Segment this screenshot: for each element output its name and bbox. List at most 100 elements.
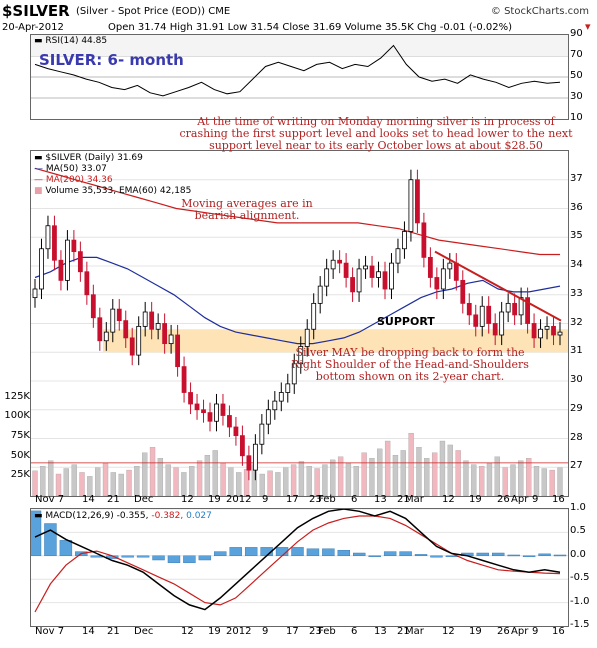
rsi-legend: ▬ RSI(14) 44.85 — [34, 36, 108, 46]
x-tick-label: Mar — [405, 626, 424, 637]
volume-bar — [126, 469, 132, 496]
note-head-shoulders: Silver MAY be dropping back to form the … — [291, 346, 529, 383]
x-tick-label: Dec — [134, 626, 154, 637]
macd-legend-v2: -0.382, — [151, 511, 184, 521]
price-tick-label: 36 — [570, 201, 583, 213]
candle-body — [440, 268, 446, 290]
rsi-tick-label: 50 — [570, 70, 583, 81]
macd-histogram-bar — [306, 548, 320, 556]
candle-body — [214, 403, 219, 422]
candle-body — [58, 259, 64, 281]
macd-histogram-bar — [322, 548, 335, 556]
legend-ma50: — MA(50) 33.07 — [34, 164, 107, 174]
macd-histogram-bar — [414, 554, 428, 556]
candle-body — [71, 239, 77, 253]
candle-body — [278, 392, 284, 402]
candle-body — [65, 239, 70, 281]
macd-histogram-bar — [476, 552, 489, 557]
macd-legend-label: MACD(12,26,9) — [45, 511, 114, 521]
volume-bar — [181, 472, 187, 496]
volume-bar — [322, 464, 328, 496]
candle-body — [356, 268, 362, 293]
x-tick-label: 9 — [532, 494, 539, 505]
volume-bar — [243, 469, 250, 496]
candle-body — [52, 225, 57, 261]
macd-signal-line — [34, 515, 561, 613]
macd-histogram-bar — [31, 510, 42, 557]
rsi-panel: ▬ RSI(14) 44.85 SILVER: 6- month — [30, 34, 569, 120]
x-tick-label: 16 — [552, 626, 565, 637]
x-tick-label: 2012 — [226, 626, 252, 637]
support-label: SUPPORT — [377, 315, 435, 328]
volume-bar — [48, 460, 54, 496]
macd-legend-v3: 0.027 — [186, 511, 212, 521]
chart-symbol: $SILVER — [2, 2, 70, 20]
x-tick-label: 14 — [82, 626, 95, 637]
chg-marker: ▾ — [585, 20, 591, 33]
x-tick-label: 13 — [374, 626, 387, 637]
volume-bar — [283, 467, 289, 496]
x-tick-label: 12 — [442, 494, 455, 505]
candle-body — [142, 311, 148, 327]
macd-legend: ▬ MACD(12,26,9) -0.355, -0.382, 0.027 — [34, 511, 212, 521]
macd-tick-label: -1.5 — [570, 619, 590, 630]
x-tick-label: 21 — [107, 626, 120, 637]
volume-bar — [204, 454, 211, 496]
volume-bar — [510, 464, 516, 496]
candle-body — [45, 225, 51, 250]
volume-bar — [471, 464, 477, 496]
macd-histogram-bar — [399, 551, 412, 557]
x-tick-label: 9 — [262, 494, 269, 505]
candle-body — [77, 251, 83, 273]
volume-bar — [259, 473, 265, 496]
price-tick-label: 29 — [570, 402, 583, 414]
volume-bar — [102, 462, 109, 496]
candle-body — [201, 409, 206, 414]
volume-bar — [149, 447, 156, 496]
candle-body — [149, 311, 155, 330]
volume-bar — [400, 450, 406, 496]
macd-line — [34, 509, 561, 611]
volume-bar — [518, 460, 524, 496]
volume-bar — [173, 467, 179, 496]
candle-body — [557, 331, 563, 336]
volume-tick-label: 50K — [10, 449, 30, 461]
volume-bar — [431, 452, 438, 496]
x-tick-label: 19 — [208, 626, 221, 637]
x-tick-label: 23 — [309, 494, 322, 505]
macd-histogram-bar — [538, 553, 551, 557]
candle-body — [227, 415, 232, 428]
x-tick-label: Apr — [511, 494, 529, 505]
candle-body — [512, 302, 518, 316]
candle-body — [518, 297, 524, 316]
macd-tick-label: 1.0 — [570, 502, 586, 513]
rsi-plot — [31, 35, 568, 99]
volume-bar — [416, 447, 422, 496]
candle-body — [39, 248, 44, 290]
candle-body — [110, 308, 116, 333]
candle-body — [324, 268, 330, 287]
x-tick-label: 6 — [351, 626, 358, 637]
ohlc-summary: Open 31.74 High 31.91 Low 31.54 Close 31… — [108, 22, 513, 33]
candle-body — [531, 323, 537, 339]
candle-body — [136, 325, 142, 356]
macd-histogram-bar — [430, 555, 443, 558]
source-credit: © StockCharts.com — [490, 6, 589, 17]
x-tick-label: 12 — [181, 626, 194, 637]
x-tick-label: 21 — [397, 494, 410, 505]
volume-bar — [541, 468, 547, 496]
candle-body — [194, 403, 200, 411]
volume-tick-label: 25K — [10, 469, 30, 481]
volume-bar — [486, 462, 493, 496]
volume-bar — [377, 448, 383, 496]
legend-ma200-text: MA(200) 34.36 — [45, 175, 113, 185]
volume-bar — [549, 469, 555, 496]
macd-legend-v1: -0.355, — [116, 511, 149, 521]
x-tick-label: Feb — [318, 494, 336, 505]
macd-histogram-bar — [368, 555, 381, 557]
macd-histogram-bar — [167, 555, 181, 564]
macd-histogram-bar — [59, 540, 73, 557]
macd-histogram-bar — [136, 555, 150, 558]
macd-plot — [31, 509, 568, 613]
x-tick-label: Feb — [318, 626, 336, 637]
